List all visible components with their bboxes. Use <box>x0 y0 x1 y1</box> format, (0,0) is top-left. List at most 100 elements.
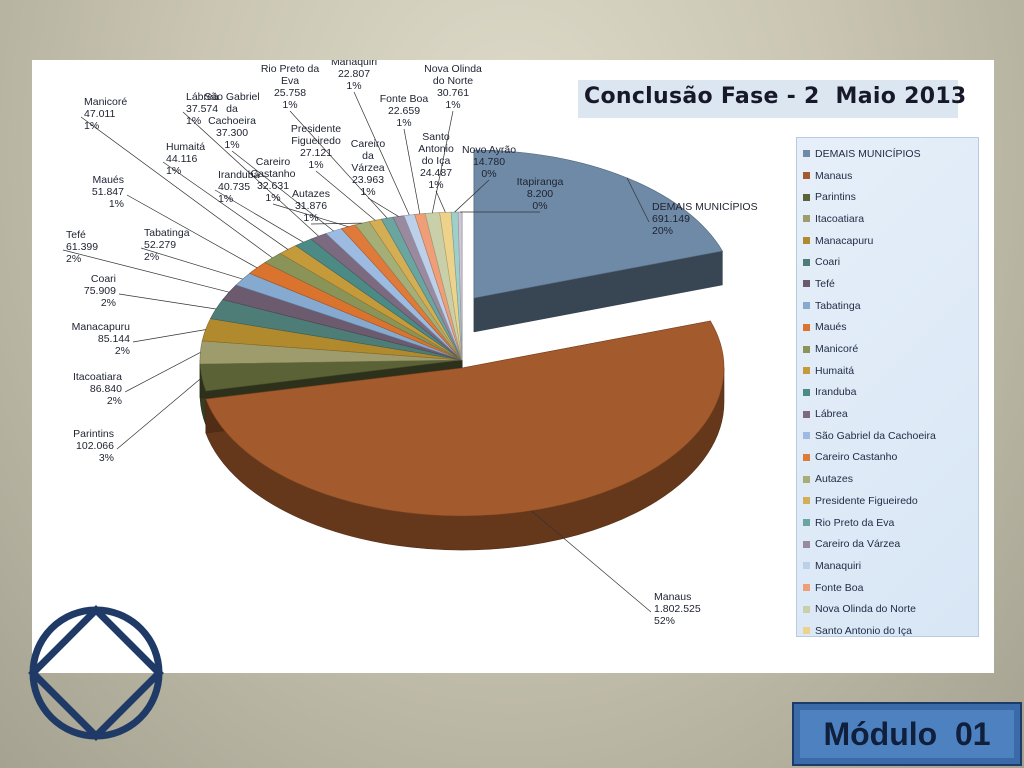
legend-swatch <box>803 519 810 527</box>
legend-label: Iranduba <box>815 386 857 399</box>
leader-line <box>62 249 230 293</box>
slice-label-line: 1% <box>186 115 201 127</box>
slice-label-line: Itapiranga <box>517 176 564 188</box>
slice-label-line: Presidente <box>291 123 341 135</box>
slice-label-line: Iranduba <box>218 169 260 181</box>
slice-label-line: 51.847 <box>92 186 124 198</box>
leader-line <box>272 203 349 228</box>
na-circle-diamond-icon <box>28 605 164 741</box>
legend-item-tefe: Tefé <box>803 273 978 295</box>
slice-label-line: Careiro <box>351 138 386 150</box>
chart-title: Conclusão Fase - 2 Maio 2013 <box>584 84 967 109</box>
slice-label-line: 1% <box>445 99 460 111</box>
slice-label-line: 1% <box>109 198 124 210</box>
slice-label-line: do Norte <box>433 75 473 87</box>
legend-item-manaquiri: Manaquiri <box>803 555 978 577</box>
legend-item-iranduba: Iranduba <box>803 382 978 404</box>
leader-line <box>162 161 289 250</box>
leader-line <box>431 110 454 214</box>
leader-line <box>530 510 652 613</box>
slice-label-line: 1% <box>282 99 297 111</box>
legend-label: Tabatinga <box>815 299 861 312</box>
legend-label: Maués <box>815 321 847 334</box>
legend-item-itacoatiara: Itacoatiara <box>803 208 978 230</box>
legend-item-coari: Coari <box>803 251 978 273</box>
slice-label-line: 52.279 <box>144 239 176 251</box>
legend-label: São Gabriel da Cachoeira <box>815 429 936 442</box>
slice-label-line: 61.399 <box>66 241 98 253</box>
slice-label-line: 1% <box>308 159 323 171</box>
slice-label-line: Tabatinga <box>144 227 190 239</box>
leader-line <box>353 91 410 216</box>
slice-label-line: 0% <box>532 200 547 212</box>
legend-item-nova-olinda-do-norte: Nova Olinda do Norte <box>803 598 978 620</box>
slice-label-line: Figueiredo <box>291 135 341 147</box>
slice-label-line: 691.149 <box>652 213 690 225</box>
legend-item-careiro-castanho: Careiro Castanho <box>803 447 978 469</box>
slice-label-line: 40.735 <box>218 181 250 193</box>
slice-label-line: Humaitá <box>166 141 205 153</box>
legend-label: Manaus <box>815 169 853 182</box>
slice-label-line: 23.963 <box>352 174 384 186</box>
leader-line <box>403 128 421 214</box>
legend-item-manacapuru: Manacapuru <box>803 230 978 252</box>
legend-item-careiro-da-varzea: Careiro da Várzea <box>803 533 978 555</box>
legend-swatch <box>803 150 810 158</box>
leader-line <box>435 190 446 213</box>
legend-item-autazes: Autazes <box>803 468 978 490</box>
leader-line <box>289 110 388 219</box>
legend-item-humaita: Humaitá <box>803 360 978 382</box>
slice-label-line: 1% <box>360 186 375 198</box>
legend-label: DEMAIS MUNICÍPIOS <box>815 147 921 160</box>
legend-swatch <box>803 280 810 288</box>
legend-swatch <box>803 237 810 245</box>
legend-label: Autazes <box>815 473 853 486</box>
legend-swatch <box>803 258 810 266</box>
legend-label: Coari <box>815 256 841 269</box>
slice-label-line: 47.011 <box>84 108 115 120</box>
legend-item-parintins: Parintins <box>803 186 978 208</box>
slice-label-line: 22.807 <box>338 68 370 80</box>
slice-label-line: 52% <box>654 615 675 627</box>
slice-label-line: Rio Preto da <box>261 63 320 75</box>
legend-item-presidente-figueiredo: Presidente Figueiredo <box>803 490 978 512</box>
slice-label-line: 2% <box>144 251 159 263</box>
slice-label-line: Várzea <box>351 162 384 174</box>
slice-label-line: Cachoeira <box>208 115 256 127</box>
legend-item-maues: Maués <box>803 317 978 339</box>
legend-swatch <box>803 605 810 613</box>
legend-label: Manaquiri <box>815 559 862 572</box>
slice-label-line: Manicoré <box>84 96 127 108</box>
slice-label-line: 1% <box>224 139 239 151</box>
module-badge: Módulo 01 <box>792 702 1022 766</box>
leader-line <box>140 247 243 280</box>
legend-swatch <box>803 302 810 310</box>
slice-label-line: 24.487 <box>420 167 452 179</box>
slice-label-line: Careiro <box>256 156 291 168</box>
legend-label: Careiro Castanho <box>815 451 898 464</box>
legend-label: Fonte Boa <box>815 581 864 594</box>
legend-swatch <box>803 475 810 483</box>
slice-label-line: 22.659 <box>388 105 420 117</box>
chart-title-box: Conclusão Fase - 2 Maio 2013 <box>578 80 966 118</box>
slice-label-line: 1% <box>218 193 233 205</box>
legend-swatch <box>803 562 810 570</box>
leader-line <box>80 116 273 259</box>
slice-label-line: 20% <box>652 225 673 237</box>
legend-label: Lábrea <box>815 408 848 421</box>
slice-label-line: 1% <box>166 165 181 177</box>
slice-label-line: DEMAIS MUNICÍPIOS <box>652 200 758 213</box>
slice-label-line: 1% <box>265 192 280 204</box>
legend-item-labrea: Lábrea <box>803 403 978 425</box>
legend-swatch <box>803 193 810 201</box>
